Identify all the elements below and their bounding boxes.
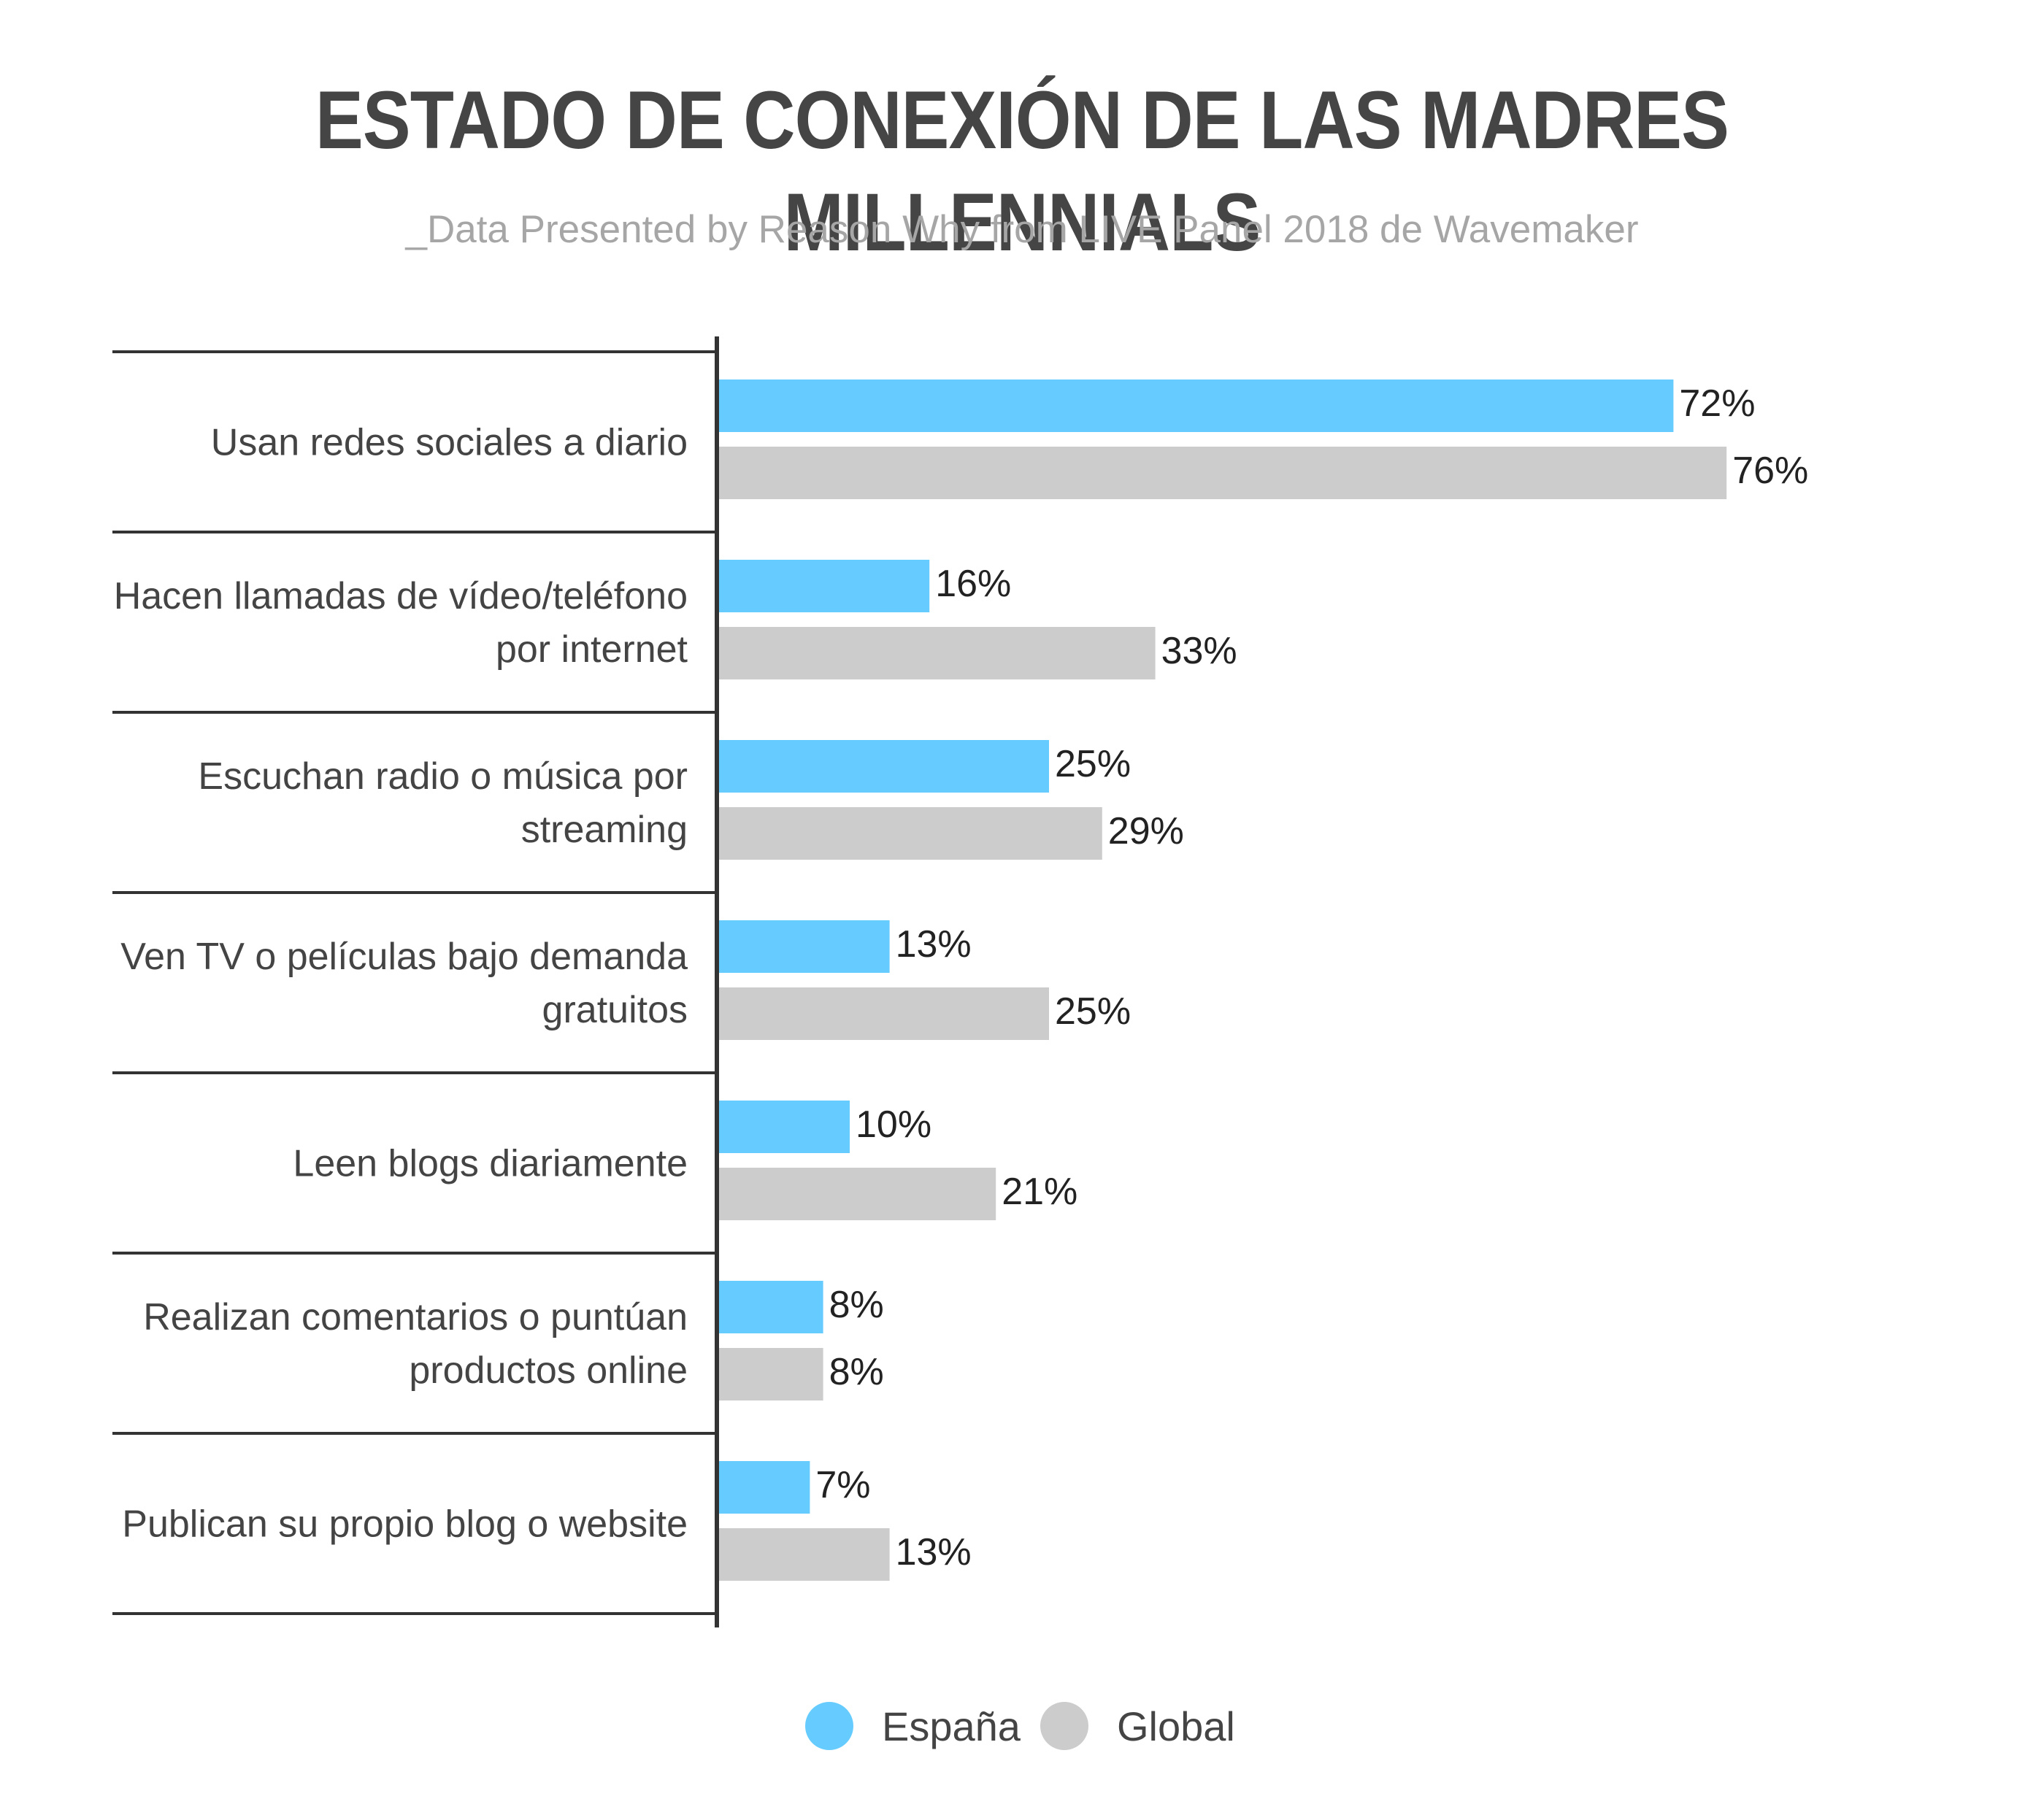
- data-label: 25%: [1055, 990, 1131, 1033]
- data-label: 76%: [1732, 450, 1808, 492]
- bar-espana: [717, 560, 930, 612]
- data-label: 7%: [815, 1464, 870, 1506]
- data-label: 16%: [935, 563, 1011, 605]
- data-label: 29%: [1108, 810, 1184, 852]
- bar-global: [717, 807, 1102, 860]
- data-label: 33%: [1161, 630, 1237, 672]
- data-label: 13%: [896, 1531, 972, 1573]
- legend-swatch-espana: [805, 1702, 853, 1750]
- category-label: Usan redes sociales a diario: [211, 422, 688, 464]
- category-label: por internet: [496, 628, 688, 671]
- bar-espana: [717, 1461, 810, 1514]
- data-label: 8%: [829, 1284, 884, 1326]
- category-label: Ven TV o películas bajo demanda: [120, 936, 688, 978]
- category-label: Hacen llamadas de vídeo/teléfono: [114, 575, 688, 617]
- bar-espana: [717, 920, 890, 973]
- bar-espana: [717, 379, 1674, 432]
- bar-global: [717, 627, 1156, 679]
- category-label: productos online: [409, 1349, 688, 1392]
- bar-global: [717, 1528, 890, 1581]
- bar-espana: [717, 1281, 823, 1333]
- legend-label: Global: [1117, 1703, 1235, 1749]
- category-label: Leen blogs diariamente: [293, 1143, 688, 1185]
- category-label: Realizan comentarios o puntúan: [143, 1296, 688, 1338]
- category-label: Escuchan radio o música por: [198, 755, 688, 798]
- chart-subtitle: _Data Presented by Reason Why from LIVE …: [405, 208, 1639, 251]
- data-label: 8%: [829, 1351, 884, 1393]
- chart-title: ESTADO DE CONEXIÓN DE LAS MADRES MILLENN…: [315, 74, 1729, 268]
- category-label: streaming: [521, 809, 688, 851]
- bar-global: [717, 1348, 823, 1400]
- bar-global: [717, 447, 1727, 499]
- data-label: 13%: [896, 923, 972, 966]
- bar-espana: [717, 1101, 850, 1153]
- legend-label: España: [882, 1703, 1021, 1749]
- data-label: 10%: [856, 1103, 931, 1146]
- bar-global: [717, 1168, 996, 1220]
- bar-espana: [717, 740, 1049, 793]
- category-label: gratuitos: [542, 989, 688, 1031]
- bar-global: [717, 987, 1049, 1040]
- legend-swatch-global: [1040, 1702, 1088, 1750]
- data-label: 72%: [1679, 382, 1755, 425]
- category-label: Publican su propio blog o website: [122, 1503, 688, 1546]
- data-label: 21%: [1002, 1171, 1077, 1213]
- data-label: 25%: [1055, 743, 1131, 785]
